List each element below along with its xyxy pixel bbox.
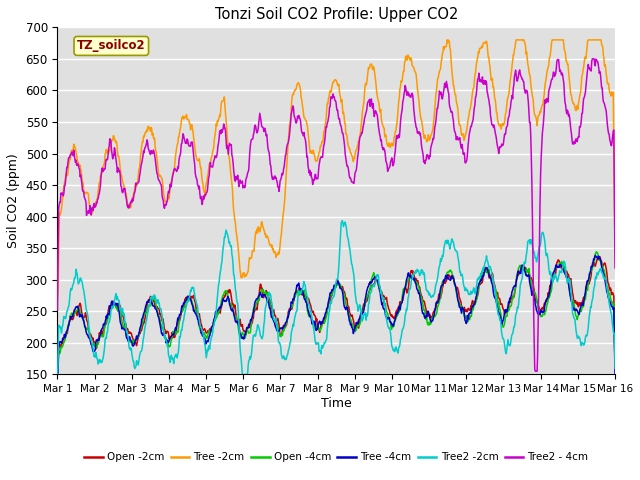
Text: TZ_soilco2: TZ_soilco2 bbox=[77, 39, 146, 52]
Legend: Open -2cm, Tree -2cm, Open -4cm, Tree -4cm, Tree2 -2cm, Tree2 - 4cm: Open -2cm, Tree -2cm, Open -4cm, Tree -4… bbox=[80, 448, 593, 467]
Y-axis label: Soil CO2 (ppm): Soil CO2 (ppm) bbox=[7, 154, 20, 248]
Title: Tonzi Soil CO2 Profile: Upper CO2: Tonzi Soil CO2 Profile: Upper CO2 bbox=[214, 7, 458, 22]
X-axis label: Time: Time bbox=[321, 397, 351, 410]
